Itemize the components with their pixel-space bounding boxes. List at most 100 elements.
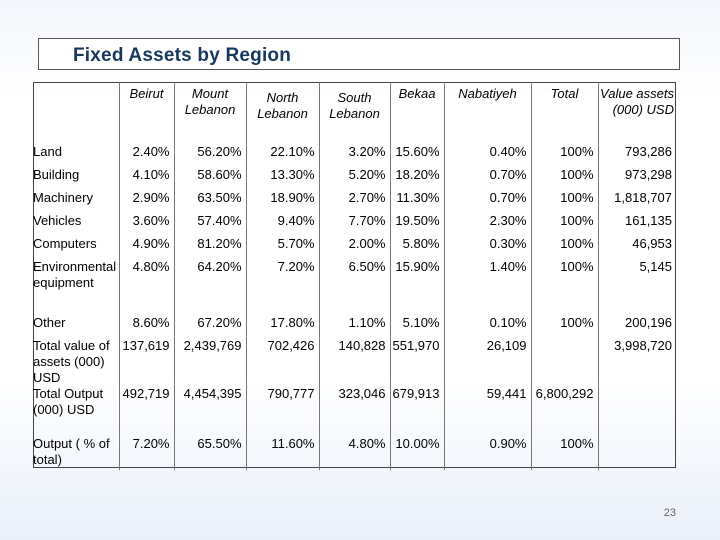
table-cell: 7.70%: [318, 213, 390, 236]
table-cell: 100%: [530, 315, 598, 338]
table-cell: 3.60%: [118, 213, 174, 236]
table-row: Building 4.10% 58.60% 13.30% 5.20% 18.20% 0.70…: [33, 167, 676, 190]
table-cell: 3.20%: [318, 144, 390, 167]
table-cell: 58.60%: [173, 167, 246, 190]
header-bekaa: Bekaa: [389, 82, 444, 144]
table-cell: 11.30%: [389, 190, 444, 213]
table-cell: 1.10%: [318, 315, 390, 338]
table-cell: 140,828: [318, 338, 390, 386]
table-cell: 63.50%: [173, 190, 246, 213]
table-cell: 100%: [530, 190, 598, 213]
table-cell: 1.40%: [443, 259, 531, 315]
table-cell: 0.90%: [443, 436, 531, 470]
table-cell: 100%: [530, 259, 598, 315]
table-cell: 5.20%: [318, 167, 390, 190]
row-label: Machinery: [33, 190, 93, 205]
table-cell: 0.70%: [443, 167, 531, 190]
table-cell: 10.00%: [389, 436, 444, 470]
table-row: Vehicles 3.60% 57.40% 9.40% 7.70% 19.50% 2.30%…: [33, 213, 676, 236]
table-cell: 56.20%: [173, 144, 246, 167]
table-row: Environmental equipment 4.80% 64.20% 7.20% 6…: [33, 259, 676, 315]
table-cell: [530, 338, 598, 386]
table-cell: 0.40%: [443, 144, 531, 167]
row-label: Other: [33, 315, 66, 330]
table-cell: 15.90%: [389, 259, 444, 315]
table-row: Total Output (000) USD 492,719 4,454,395 79…: [33, 386, 676, 436]
table-cell: 2,439,769: [173, 338, 246, 386]
page-title: Fixed Assets by Region: [73, 45, 292, 66]
header-mount-lebanon: Mount Lebanon: [173, 82, 246, 144]
table-cell: 2.30%: [443, 213, 531, 236]
header-north-lebanon: North Lebanon: [245, 82, 319, 144]
table-cell: 64.20%: [173, 259, 246, 315]
table-cell: 100%: [530, 144, 598, 167]
table-cell: 18.90%: [245, 190, 319, 213]
table-cell: 793,286: [597, 144, 676, 167]
table-cell: 8.60%: [118, 315, 174, 338]
table-cell: 0.10%: [443, 315, 531, 338]
row-label: Output ( % of total): [33, 436, 110, 467]
row-label: Building: [33, 167, 80, 182]
table-row: Machinery 2.90% 63.50% 18.90% 2.70% 11.30% 0.7…: [33, 190, 676, 213]
table-cell: 100%: [530, 167, 598, 190]
table-cell: 1,818,707: [597, 190, 676, 213]
header-corner: [33, 82, 119, 144]
table-cell: 0.70%: [443, 190, 531, 213]
table-cell: 2.90%: [118, 190, 174, 213]
table-cell: 6,800,292: [530, 386, 598, 436]
table-row: Other 8.60% 67.20% 17.80% 1.10% 5.10% 0.10% 100…: [33, 315, 676, 338]
table-cell: 26,109: [443, 338, 531, 386]
table-cell: 81.20%: [173, 236, 246, 259]
header-row: Beirut Mount Lebanon North Lebanon South…: [33, 82, 676, 144]
table-cell: 161,135: [597, 213, 676, 236]
header-value-assets: Value assets (000) USD: [597, 82, 676, 144]
row-label: Total value of assets (000) USD: [33, 338, 110, 385]
table-cell: 5.10%: [389, 315, 444, 338]
table-cell: 0.30%: [443, 236, 531, 259]
table-cell: 9.40%: [245, 213, 319, 236]
table-cell: 5.70%: [245, 236, 319, 259]
table-cell: 4,454,395: [173, 386, 246, 436]
table-cell: 137,619: [118, 338, 174, 386]
table-cell: 702,426: [245, 338, 319, 386]
table-cell: 3,998,720: [597, 338, 676, 386]
table-cell: 22.10%: [245, 144, 319, 167]
table-cell: 2.00%: [318, 236, 390, 259]
table-cell: 15.60%: [389, 144, 444, 167]
table-row: Total value of assets (000) USD 137,619 2,…: [33, 338, 676, 386]
header-total: Total: [530, 82, 598, 144]
fixed-assets-table: Beirut Mount Lebanon North Lebanon South…: [33, 82, 676, 470]
table-cell: 4.90%: [118, 236, 174, 259]
row-label: Environmental equipment: [33, 259, 117, 290]
row-label: Land: [33, 144, 62, 159]
table-cell: 46,953: [597, 236, 676, 259]
table-cell: 973,298: [597, 167, 676, 190]
table-cell: 100%: [530, 213, 598, 236]
table-cell: 4.10%: [118, 167, 174, 190]
table-cell: [597, 436, 676, 470]
table-cell: 7.20%: [245, 259, 319, 315]
table-cell: 323,046: [318, 386, 390, 436]
table-row: Output ( % of total) 7.20% 65.50% 11.60% 4.8…: [33, 436, 676, 470]
table-row: Land 2.40% 56.20% 22.10% 3.20% 15.60% 0.40% 100…: [33, 144, 676, 167]
table-cell: 65.50%: [173, 436, 246, 470]
header-beirut: Beirut: [118, 82, 174, 144]
row-label: Vehicles: [33, 213, 82, 228]
header-south-lebanon: South Lebanon: [318, 82, 390, 144]
table-cell: 5,145: [597, 259, 676, 315]
table-cell: 7.20%: [118, 436, 174, 470]
table-cell: 18.20%: [389, 167, 444, 190]
table-cell: 551,970: [389, 338, 444, 386]
table-cell: 4.80%: [318, 436, 390, 470]
table-cell: 5.80%: [389, 236, 444, 259]
table-cell: 2.70%: [318, 190, 390, 213]
table-cell: 492,719: [118, 386, 174, 436]
page-number: 23: [663, 507, 676, 519]
table-cell: 679,913: [389, 386, 444, 436]
table-cell: 6.50%: [318, 259, 390, 315]
table-cell: 13.30%: [245, 167, 319, 190]
table-cell: 100%: [530, 436, 598, 470]
table-cell: 57.40%: [173, 213, 246, 236]
table-cell: 67.20%: [173, 315, 246, 338]
table-cell: 59,441: [443, 386, 531, 436]
